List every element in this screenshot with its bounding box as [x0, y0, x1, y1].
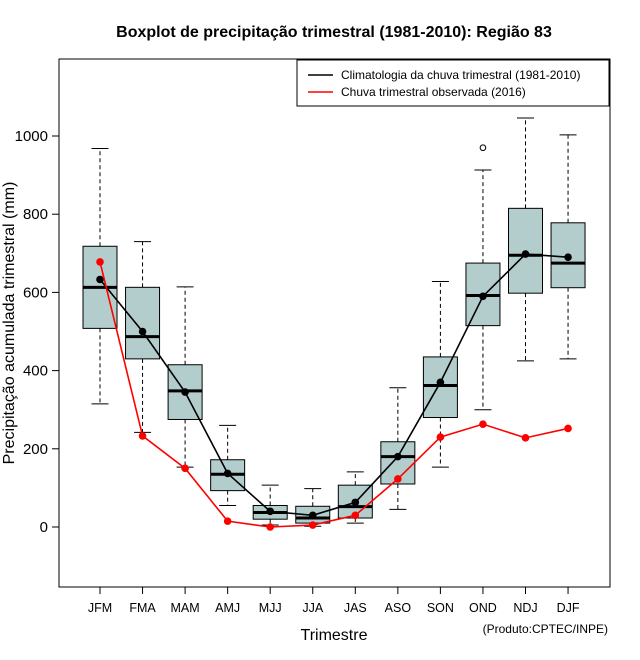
y-axis-label: Precipitação acumulada trimestral (mm)	[1, 182, 18, 465]
box-jja	[295, 488, 331, 527]
plot-frame	[58, 58, 611, 588]
x-tick-label: OND	[469, 601, 497, 615]
box-djf	[550, 134, 586, 360]
series-point	[394, 452, 402, 461]
outlier-point	[479, 144, 487, 152]
credit-text: (Produto:CPTEC/INPE)	[483, 622, 608, 636]
series-line	[99, 253, 569, 517]
x-tick-label: JAS	[344, 601, 367, 615]
x-axis-label: Trimestre	[301, 627, 368, 644]
box-mam	[167, 286, 203, 468]
y-tick-label: 600	[23, 284, 48, 301]
box-fma	[125, 241, 161, 433]
series-point	[266, 523, 275, 531]
series-point	[96, 258, 104, 266]
box-iqr	[422, 356, 458, 419]
chart-title: Boxplot de precipitação trimestral (1981…	[116, 24, 552, 41]
series-point	[351, 498, 360, 507]
series-point	[394, 475, 402, 483]
series-point	[436, 433, 445, 441]
series-point	[96, 275, 104, 284]
series-point	[308, 521, 317, 529]
series-point	[223, 469, 232, 478]
box-ndj	[508, 117, 543, 362]
y-tick-label: 400	[23, 363, 48, 380]
series-point	[564, 424, 572, 433]
box-amj	[210, 424, 246, 506]
box-son	[422, 280, 458, 468]
series-point	[308, 511, 317, 520]
climatology-series	[96, 250, 572, 520]
series-point	[436, 378, 445, 387]
series-point	[138, 432, 147, 440]
y-tick-label: 0	[40, 519, 48, 536]
y-tick-label: 1000	[15, 128, 48, 145]
box-mjj	[252, 484, 288, 526]
series-point	[351, 511, 360, 520]
box-aso	[380, 387, 416, 510]
observed-series	[96, 258, 572, 531]
x-tick-label: MJJ	[259, 601, 282, 615]
series-point	[479, 420, 487, 428]
box-ond	[465, 169, 501, 411]
series-point	[138, 327, 147, 336]
x-tick-label: AMJ	[215, 601, 240, 615]
legend-label: Climatologia da chuva trimestral (1981-2…	[341, 68, 580, 82]
series-point	[521, 434, 530, 442]
series-point	[181, 388, 189, 396]
x-tick-label: SON	[427, 601, 454, 615]
x-tick-label: NDJ	[513, 601, 537, 615]
x-tick-label: JFM	[88, 601, 112, 615]
legend-label: Chuva trimestral observada (2016)	[341, 85, 526, 99]
series-point	[223, 517, 232, 525]
x-tick-label: DJF	[557, 601, 580, 615]
legend: Climatologia da chuva trimestral (1981-2…	[296, 59, 610, 107]
x-tick-label: FMA	[129, 601, 156, 615]
legend-box	[296, 59, 610, 107]
series-point	[564, 253, 572, 262]
x-tick-label: JJA	[302, 601, 324, 615]
x-tick-label: MAM	[171, 601, 200, 615]
series-line	[99, 261, 569, 528]
series-point	[521, 250, 530, 258]
x-tick-label: ASO	[385, 601, 412, 615]
y-tick-label: 800	[23, 206, 48, 223]
series-point	[181, 464, 189, 473]
y-tick-label: 200	[23, 441, 48, 458]
series-point	[479, 292, 487, 301]
series-point	[266, 507, 275, 516]
